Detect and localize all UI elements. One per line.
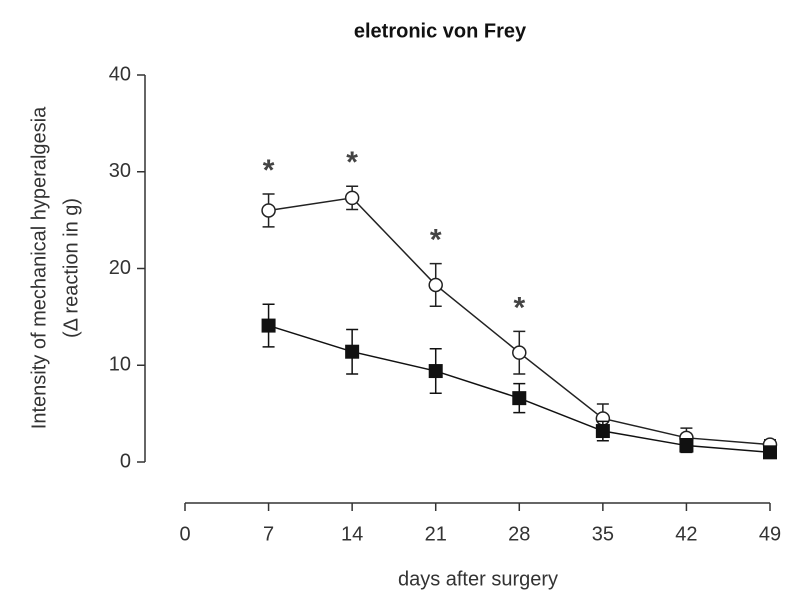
point bbox=[512, 391, 527, 406]
point bbox=[595, 424, 610, 439]
point bbox=[763, 445, 777, 460]
x-tick-label: 14 bbox=[341, 523, 363, 545]
y-tick-label: 40 bbox=[109, 63, 131, 85]
point bbox=[261, 203, 276, 218]
y-axis-label: (Δ reaction in g) bbox=[60, 198, 82, 338]
annotation: * bbox=[430, 224, 442, 257]
x-tick-label: 42 bbox=[675, 523, 697, 545]
y-tick-label: 20 bbox=[109, 257, 131, 279]
x-tick-label: 21 bbox=[425, 523, 447, 545]
x-tick-label: 35 bbox=[592, 523, 614, 545]
point bbox=[428, 364, 443, 379]
annotation: * bbox=[513, 291, 525, 324]
y-tick-label: 0 bbox=[120, 450, 131, 472]
y-tick-label: 30 bbox=[109, 160, 131, 182]
y-axis-label: Intensity of mechanical hyperalgesia bbox=[28, 106, 50, 429]
annotation: * bbox=[263, 154, 275, 187]
x-axis-label: days after surgery bbox=[398, 568, 558, 590]
x-tick-label: 0 bbox=[179, 523, 190, 545]
x-tick-label: 49 bbox=[759, 523, 781, 545]
point bbox=[428, 277, 443, 293]
x-tick-label: 28 bbox=[508, 523, 530, 545]
chart-title: eletronic von Frey bbox=[354, 20, 527, 42]
point bbox=[345, 344, 360, 359]
y-tick-label: 10 bbox=[109, 354, 131, 376]
point bbox=[344, 190, 360, 206]
point bbox=[679, 438, 694, 453]
point bbox=[512, 345, 527, 360]
point bbox=[261, 318, 276, 333]
x-tick-label: 7 bbox=[263, 523, 274, 545]
annotation: * bbox=[346, 146, 358, 179]
